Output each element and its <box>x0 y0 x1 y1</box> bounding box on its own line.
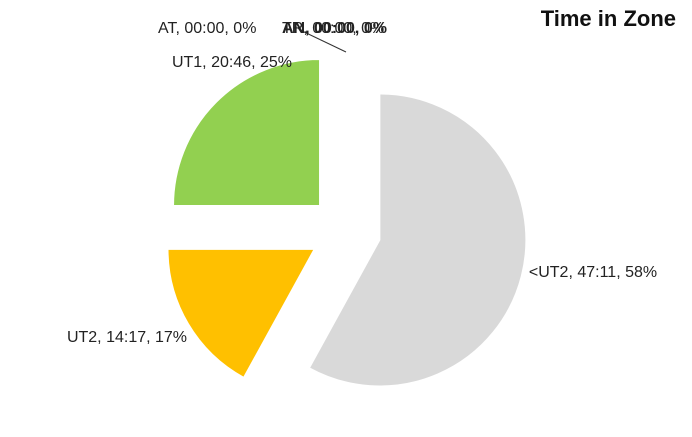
pie-slice <box>167 248 315 378</box>
data-label: <UT2, 47:11, 58% <box>528 264 658 281</box>
data-label: UT2, 14:17, 17% <box>66 329 188 346</box>
data-label: AN, 00:00, 0% <box>282 20 387 37</box>
data-label: UT1, 20:46, 25% <box>171 54 293 71</box>
leader-line <box>299 29 347 53</box>
data-label: AT, 00:00, 0% <box>158 20 257 37</box>
pie-slice <box>308 93 527 387</box>
pie-slice <box>173 59 321 207</box>
chart-title: Time in Zone <box>540 6 676 31</box>
data-label: TR, 00:00, 0% <box>282 20 385 37</box>
